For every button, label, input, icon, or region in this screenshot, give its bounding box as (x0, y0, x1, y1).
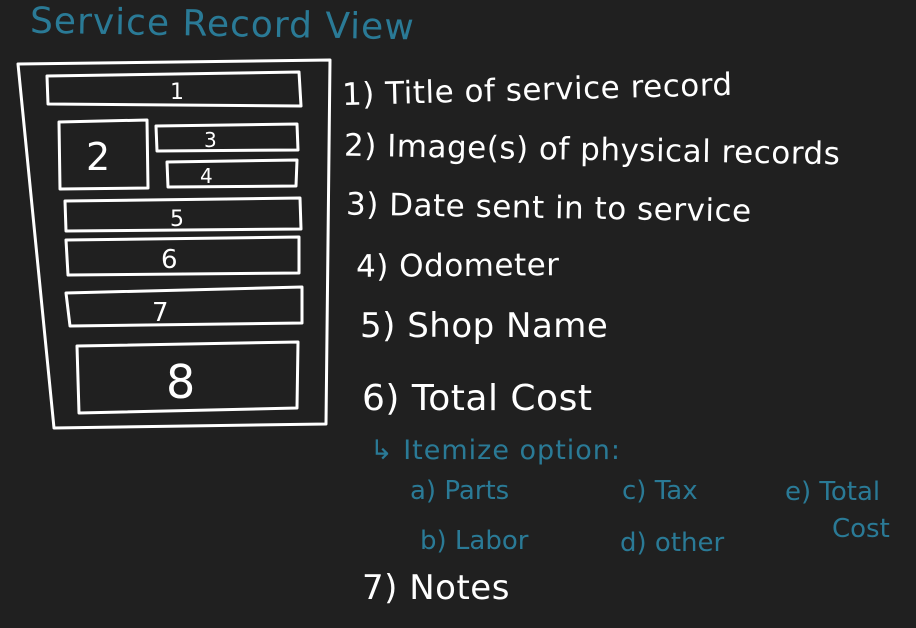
itemize-option-parts: a) Parts (410, 476, 510, 506)
itemize-heading: ↳ Itemize option: (370, 435, 622, 466)
legend-item-shop-name: 5) Shop Name (360, 306, 609, 346)
itemize-option-tax: c) Tax (622, 476, 698, 506)
box-3 (154, 122, 300, 153)
legend-item-odometer: 4) Odometer (355, 247, 560, 285)
box-7-number: 7 (152, 298, 169, 328)
legend-item-total-cost: 6) Total Cost (362, 378, 593, 419)
legend-item-notes: 7) Notes (362, 568, 510, 608)
box-1 (45, 70, 303, 108)
box-4-number: 4 (200, 164, 213, 188)
box-8-number: 8 (166, 355, 195, 409)
legend-item-date: 3) Date sent in to service (345, 186, 752, 230)
box-4 (165, 158, 299, 189)
box-1-number: 1 (170, 80, 184, 105)
box-7 (64, 285, 304, 328)
box-6-number: 6 (161, 245, 178, 275)
box-6 (64, 235, 301, 277)
itemize-option-labor: b) Labor (420, 526, 529, 556)
itemize-option-total-cost-word: Cost (832, 514, 890, 544)
box-3-number: 3 (204, 128, 217, 152)
wireframe-outer-frame (16, 58, 332, 430)
box-8 (75, 340, 300, 415)
box-2-number: 2 (86, 135, 110, 179)
box-5 (63, 196, 303, 233)
itemize-option-other: d) other (620, 528, 725, 558)
itemize-option-total: e) Total (785, 477, 881, 507)
box-5-number: 5 (170, 207, 184, 232)
box-2 (57, 118, 150, 191)
